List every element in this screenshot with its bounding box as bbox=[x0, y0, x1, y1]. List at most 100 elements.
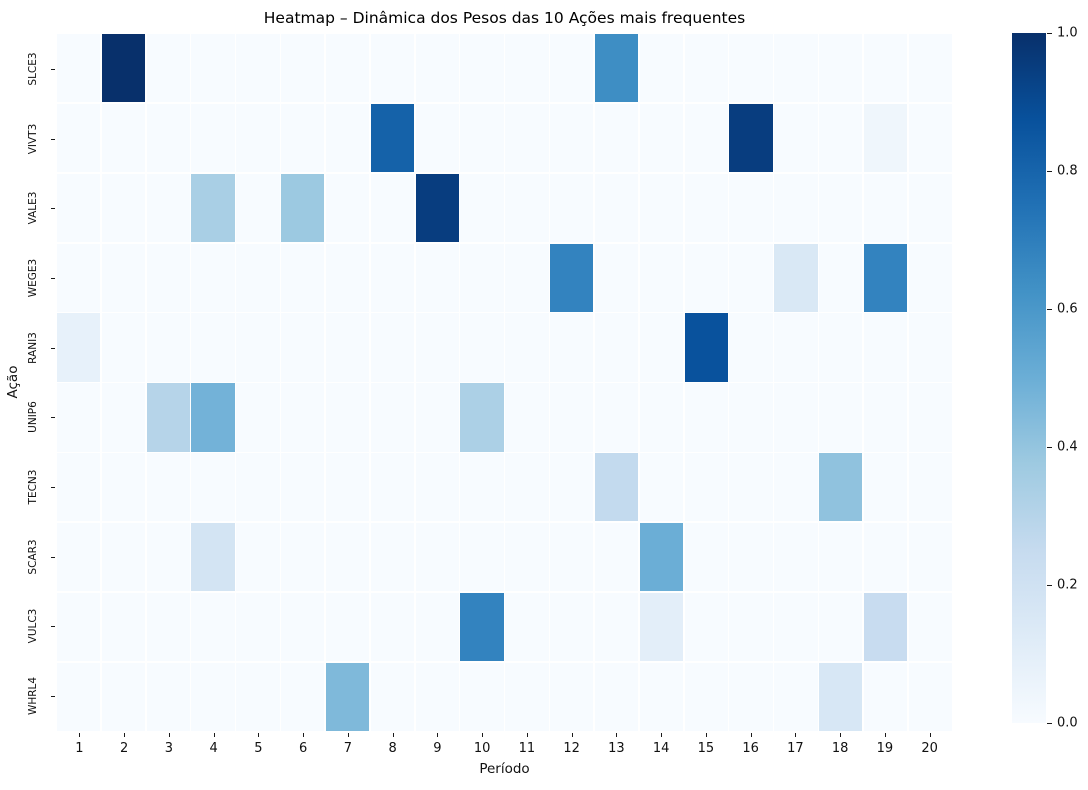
heatmap-cell bbox=[325, 173, 370, 243]
heatmap-cell bbox=[460, 383, 504, 452]
x-tick-label: 13 bbox=[608, 741, 625, 756]
heatmap-cell bbox=[550, 383, 594, 452]
heatmap-cell bbox=[505, 173, 549, 243]
y-tick-label: WEGE3 bbox=[27, 258, 39, 298]
heatmap-cell bbox=[863, 34, 908, 103]
heatmap-cell bbox=[191, 34, 235, 103]
y-tick-label: RANI3 bbox=[27, 331, 39, 364]
heatmap-cell bbox=[191, 592, 235, 662]
y-tick-label: VIVT3 bbox=[27, 123, 39, 154]
heatmap-cell bbox=[370, 34, 415, 103]
x-tick-mark bbox=[705, 733, 707, 737]
x-tick-label: 17 bbox=[787, 741, 804, 756]
heatmap-cell bbox=[908, 313, 952, 382]
heatmap-cell bbox=[819, 313, 863, 382]
heatmap-cell bbox=[191, 662, 235, 731]
y-tick-label: VALE3 bbox=[27, 191, 39, 225]
heatmap-cell bbox=[236, 103, 280, 173]
y-tick-mark bbox=[51, 68, 55, 70]
heatmap-cell bbox=[236, 592, 280, 662]
heatmap-cell bbox=[774, 662, 818, 731]
heatmap-cell bbox=[729, 592, 773, 662]
heatmap-cell bbox=[908, 173, 952, 243]
x-tick-mark bbox=[124, 733, 126, 737]
heatmap-cell bbox=[191, 243, 235, 312]
heatmap-cell bbox=[863, 592, 908, 662]
y-tick-mark bbox=[51, 138, 55, 140]
heatmap-cell bbox=[325, 103, 370, 173]
heatmap-cell bbox=[460, 453, 504, 522]
heatmap-cell bbox=[505, 243, 549, 312]
heatmap-cell bbox=[101, 243, 146, 312]
heatmap-cell bbox=[505, 313, 549, 382]
heatmap-cell bbox=[236, 313, 280, 382]
heatmap-cell bbox=[908, 34, 952, 103]
heatmap-cell bbox=[684, 103, 728, 173]
heatmap-cell bbox=[460, 173, 504, 243]
heatmap-cell bbox=[774, 243, 818, 312]
heatmap-cell bbox=[101, 592, 146, 662]
heatmap-cell bbox=[639, 243, 684, 312]
heatmap-cell bbox=[460, 662, 504, 731]
heatmap-cell bbox=[281, 662, 325, 731]
heatmap-cell bbox=[415, 313, 459, 382]
colorbar-tick-label: 0.4 bbox=[1057, 439, 1078, 455]
chart-title: Heatmap – Dinâmica dos Pesos das 10 Açõe… bbox=[263, 9, 746, 27]
heatmap-cell bbox=[863, 103, 908, 173]
heatmap-cell bbox=[863, 313, 908, 382]
heatmap-cell bbox=[146, 383, 190, 452]
y-tick-mark bbox=[51, 208, 55, 210]
heatmap-cell bbox=[281, 173, 325, 243]
heatmap-cell bbox=[774, 103, 818, 173]
colorbar-tick-label: 0.8 bbox=[1057, 163, 1078, 179]
heatmap-cell bbox=[460, 313, 504, 382]
heatmap-cell bbox=[729, 173, 773, 243]
heatmap-cell bbox=[594, 173, 639, 243]
x-tick-label: 11 bbox=[518, 741, 536, 756]
heatmap-cell bbox=[415, 103, 459, 173]
heatmap-cell bbox=[146, 243, 190, 312]
heatmap-cell bbox=[101, 34, 146, 103]
heatmap-cell bbox=[729, 103, 773, 173]
heatmap-cell bbox=[57, 662, 101, 731]
heatmap-cell bbox=[819, 243, 863, 312]
heatmap-cell bbox=[684, 313, 728, 382]
heatmap-cell bbox=[505, 34, 549, 103]
heatmap-cell bbox=[550, 34, 594, 103]
colorbar-tick-label: 0.6 bbox=[1057, 301, 1078, 317]
heatmap-cell bbox=[550, 103, 594, 173]
heatmap-cell bbox=[729, 313, 773, 382]
x-tick-mark bbox=[884, 733, 886, 737]
heatmap-cell bbox=[146, 34, 190, 103]
x-tick-mark bbox=[437, 733, 439, 737]
heatmap-cell bbox=[639, 173, 684, 243]
heatmap-cell bbox=[550, 662, 594, 731]
heatmap-cell bbox=[774, 173, 818, 243]
heatmap-cell bbox=[550, 173, 594, 243]
heatmap-cell bbox=[57, 383, 101, 452]
y-tick-label: WHRL4 bbox=[27, 677, 39, 716]
heatmap-cell bbox=[684, 522, 728, 592]
heatmap-cell bbox=[101, 662, 146, 731]
heatmap-cell bbox=[415, 662, 459, 731]
heatmap-cell bbox=[774, 34, 818, 103]
heatmap-cell bbox=[684, 592, 728, 662]
colorbar-tick-mark bbox=[1047, 723, 1052, 724]
heatmap-cell bbox=[729, 383, 773, 452]
heatmap-cell bbox=[325, 383, 370, 452]
heatmap-cell bbox=[101, 383, 146, 452]
heatmap-cell bbox=[57, 522, 101, 592]
heatmap-cell bbox=[594, 34, 639, 103]
heatmap-cell bbox=[863, 662, 908, 731]
colorbar-tick-mark bbox=[1047, 33, 1052, 34]
heatmap-cell bbox=[57, 243, 101, 312]
heatmap-cell bbox=[370, 453, 415, 522]
heatmap-cell bbox=[101, 522, 146, 592]
heatmap-cell bbox=[236, 383, 280, 452]
heatmap-cell bbox=[325, 522, 370, 592]
heatmap-cell bbox=[639, 383, 684, 452]
heatmap-cell bbox=[550, 453, 594, 522]
heatmap-cell bbox=[774, 522, 818, 592]
heatmap-cell bbox=[281, 243, 325, 312]
